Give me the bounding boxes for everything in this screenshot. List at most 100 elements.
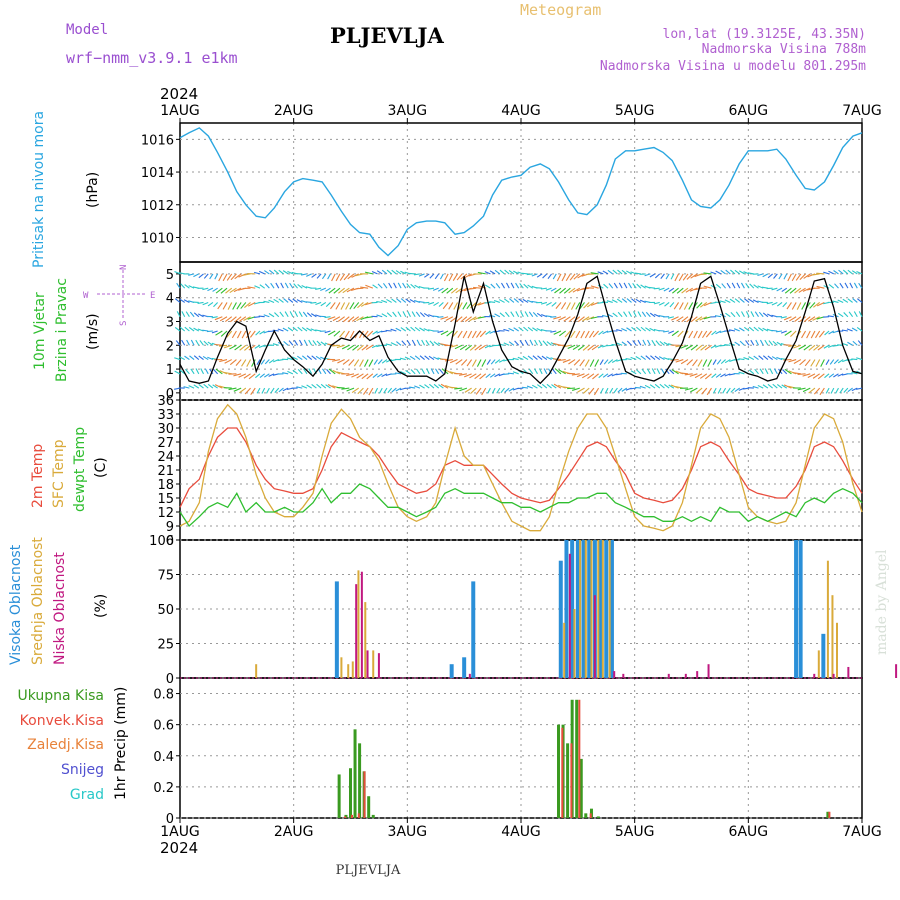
precip-total-bar [353,729,357,818]
cloud-low-bar [684,673,687,678]
wind-arrow [541,383,548,389]
wind-arrow [567,344,576,349]
wind-arrow [282,372,289,375]
wind-arrow [653,287,660,290]
wind-arrow [292,369,298,375]
wind-arrow [263,300,270,303]
wind-arrow [837,312,844,318]
wind-arrow [494,373,501,378]
cloud-mid-bar [608,540,611,678]
wind-arrow [568,287,576,294]
wind-arrow [195,339,200,346]
wind-arrow [491,387,496,394]
wind-arrow [699,373,708,379]
wind-arrow [782,302,788,308]
wind-arrow [787,273,792,282]
wind-arrow [782,369,788,375]
wind-arrow [628,282,633,289]
wind-arrow [519,283,524,289]
wind-arrow [236,330,242,339]
wind-arrow [616,342,623,346]
wind-arrow [685,287,693,293]
wind-arrow [414,355,421,360]
wind-arrow [664,384,670,389]
wind-arrow [550,330,557,333]
wind-arrow [554,287,562,294]
wind-arrow [495,283,501,289]
wind-arrow [311,384,317,389]
wind-arrow [524,311,529,317]
wind-arrow [719,300,726,303]
wind-arrow [697,330,703,339]
wind-arrow [807,373,816,378]
wind-arrow [188,385,195,389]
wind-arrow [356,316,364,322]
plot-panels: 1AUG 1AUG 2AUG 2AUG 3AUG 3AUG 4AUG 4AUG 5AUG 5AUG… [141,103,898,840]
wind-arrow [776,356,783,361]
wind-arrow [215,330,223,336]
x-tick-label-top: 4AUG [501,103,541,119]
wind-arrow [496,387,501,394]
tick-label-y: 18 [157,478,174,493]
wind-arrow [458,373,468,376]
wind-arrow [476,359,482,367]
wind-arrow [554,368,562,375]
wind-arrow [678,273,684,282]
wind-arrow [668,330,675,334]
wind-arrow [564,330,571,338]
cloud-mid-bar [563,622,566,678]
wind-arrow [504,269,510,275]
wind-arrow [741,311,745,317]
wind-arrow [274,387,280,394]
wind-arrow [224,359,232,364]
wind-arrow [786,302,792,310]
wind-arrow [487,387,491,394]
wind-arrow [471,359,477,367]
tick-label-y: 0 [166,387,174,402]
wind-arrow [663,330,670,333]
wind-arrow [633,311,637,317]
wind-arrow [789,287,797,294]
wind-arrow [592,373,599,380]
wind-arrow [361,373,369,380]
wind-arrow [833,373,839,378]
wind-arrow [485,373,491,379]
wind-arrow [802,373,811,377]
wind-arrow [725,269,731,275]
tick-label-y: 4 [166,292,174,307]
wind-arrow [703,316,712,320]
wind-arrow [342,359,350,365]
wind-arrow [730,311,736,318]
wind-arrow [780,316,787,319]
tick-label-y: 30 [157,422,174,437]
wind-arrow [645,311,651,318]
wind-arrow [536,287,543,289]
wind-arrow [202,329,209,332]
tick-label-y: 21 [157,464,174,479]
wind-arrow [768,340,774,346]
wind-arrow [363,387,369,395]
wind-arrow [563,287,571,294]
wind-arrow [639,299,646,303]
wind-arrow [405,369,411,375]
wind-arrow [288,340,294,346]
wind-arrow [621,269,628,275]
wind-arrow [820,359,825,367]
wind-arrow [851,371,858,375]
wind-arrow [730,269,736,275]
wind-arrow [270,387,275,394]
wind-arrow [538,368,543,375]
wind-arrow [522,355,529,361]
wind-arrow [303,368,308,375]
wind-arrow [287,270,294,275]
cloud-high-bar [570,540,575,678]
wind-arrow [327,330,336,336]
wind-arrow [531,384,538,389]
wind-arrow [729,298,736,303]
wind-arrow [273,298,280,303]
wind-arrow [264,270,270,275]
wind-arrow [220,287,228,294]
wind-arrow [467,330,473,339]
wind-arrow [218,273,223,282]
wind-arrow [715,270,722,275]
